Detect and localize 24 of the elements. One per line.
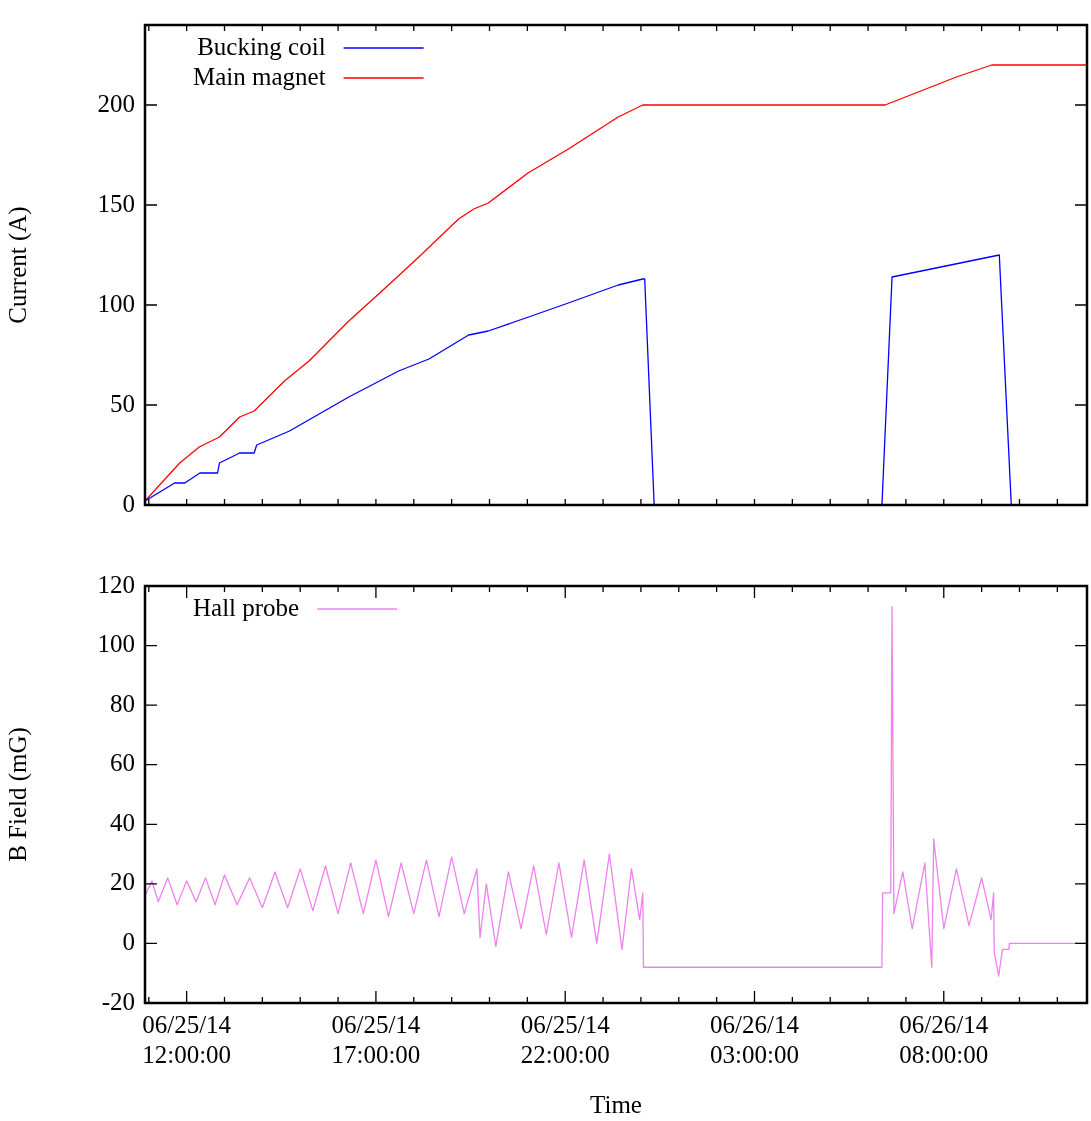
y-tick-label: 120 xyxy=(97,570,135,598)
x-tick-label: 06/25/14 22:00:00 xyxy=(520,1010,611,1068)
y-tick-label: 20 xyxy=(110,868,135,896)
legend-label: Main magnet xyxy=(193,62,326,90)
y-tick-label: 60 xyxy=(110,749,135,777)
y-tick-label: -20 xyxy=(101,987,135,1015)
y-tick-label: 100 xyxy=(97,630,135,658)
y-tick-label: 50 xyxy=(110,389,135,417)
x-axis-title: Time xyxy=(590,1090,642,1118)
legend-label: Bucking coil xyxy=(197,32,326,60)
text: Hall probe xyxy=(192,593,300,621)
y-tick-label: 80 xyxy=(110,689,135,717)
y-axis-title: B Field (mG) xyxy=(3,727,32,862)
x-tick-label: 06/25/14 17:00:00 xyxy=(331,1010,421,1068)
y-tick-label: 0 xyxy=(122,927,135,955)
y-tick-label: 200 xyxy=(97,89,135,117)
y-tick-label: 0 xyxy=(122,489,135,517)
y-tick-label: 40 xyxy=(110,808,135,836)
x-tick-label: 06/26/14 08:00:00 xyxy=(899,1010,989,1068)
y-axis-title: Current (A) xyxy=(3,206,32,324)
y-tick-label: 100 xyxy=(97,289,135,317)
x-tick-label: 06/26/14 03:00:00 xyxy=(710,1010,800,1068)
x-tick-label: 06/25/14 12:00:00 xyxy=(142,1010,232,1068)
y-tick-label: 150 xyxy=(97,189,135,217)
